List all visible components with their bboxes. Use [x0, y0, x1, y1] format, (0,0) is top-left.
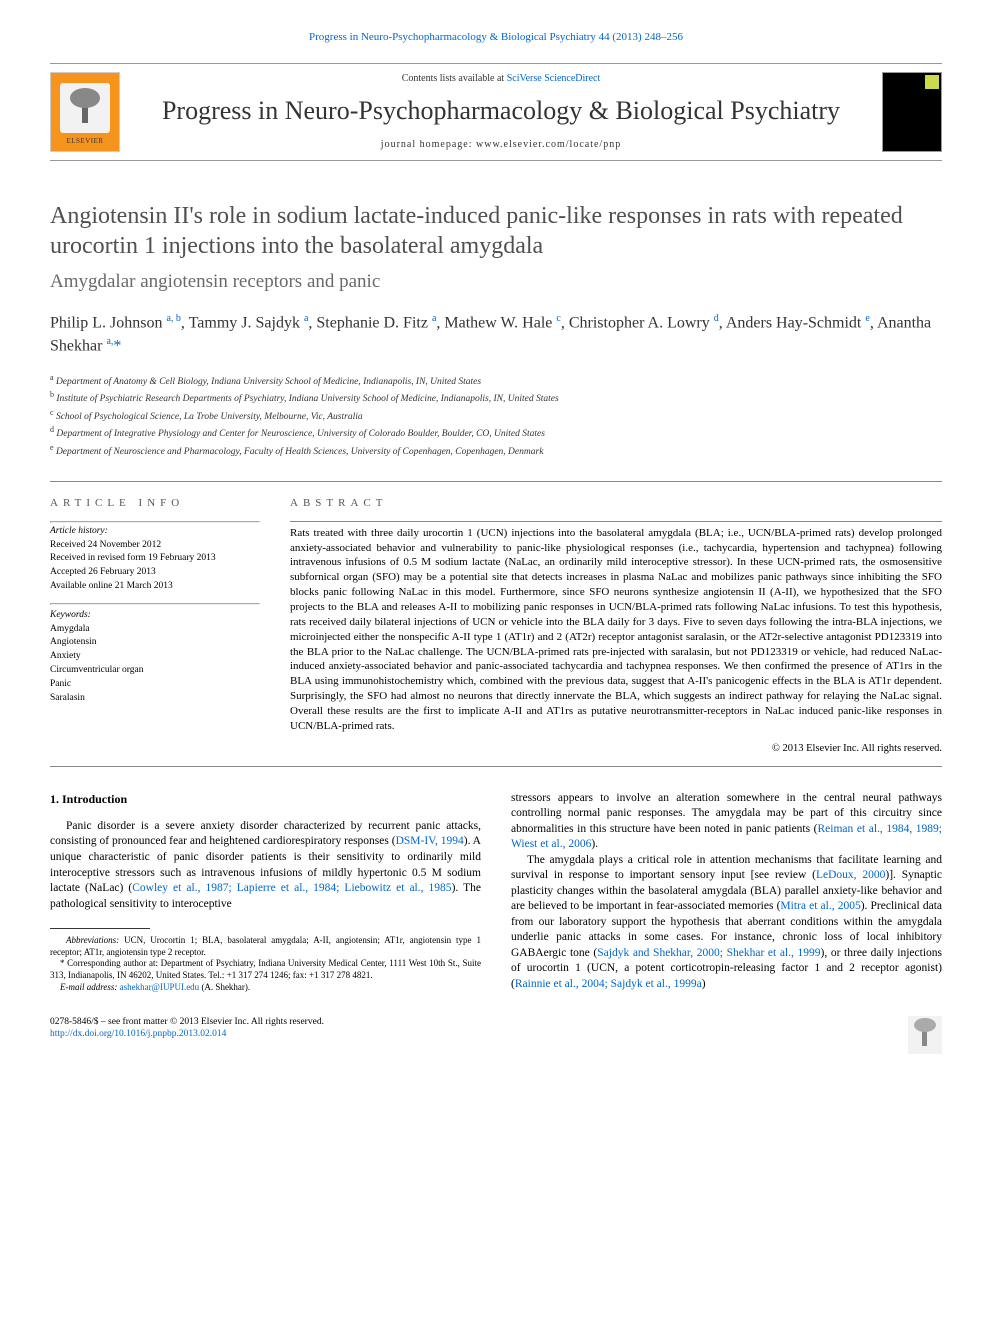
elsevier-tree-icon	[60, 83, 110, 133]
abstract-copyright: © 2013 Elsevier Inc. All rights reserved…	[290, 742, 942, 756]
abbreviations-footnote: Abbreviations: UCN, Urocortin 1; BLA, ba…	[50, 935, 481, 958]
journal-homepage: journal homepage: www.elsevier.com/locat…	[135, 138, 867, 152]
intro-paragraph-1-cont: stressors appears to involve an alterati…	[511, 791, 942, 853]
keyword-2: Angiotensin	[50, 636, 260, 649]
contents-lists-line: Contents lists available at SciVerse Sci…	[135, 72, 867, 86]
body-column-right: stressors appears to involve an alterati…	[511, 791, 942, 994]
keyword-3: Anxiety	[50, 650, 260, 663]
contents-prefix: Contents lists available at	[402, 73, 507, 84]
affiliation-a: a Department of Anatomy & Cell Biology, …	[50, 372, 942, 389]
keyword-4: Circumventricular organ	[50, 664, 260, 677]
intro-paragraph-1: Panic disorder is a severe anxiety disor…	[50, 819, 481, 912]
footnotes: Abbreviations: UCN, Urocortin 1; BLA, ba…	[50, 935, 481, 993]
corresponding-author-footnote: * Corresponding author at: Department of…	[50, 958, 481, 981]
author-list: Philip L. Johnson a, b, Tammy J. Sajdyk …	[50, 312, 942, 357]
affiliation-c: c School of Psychological Science, La Tr…	[50, 407, 942, 424]
body-column-left: 1. Introduction Panic disorder is a seve…	[50, 791, 481, 994]
keyword-6: Saralasin	[50, 692, 260, 705]
keywords-label: Keywords:	[50, 609, 260, 622]
section-rule-2	[50, 766, 942, 767]
affiliation-e: e Department of Neuroscience and Pharmac…	[50, 442, 942, 459]
intro-paragraph-2: The amygdala plays a critical role in at…	[511, 853, 942, 993]
affiliation-b: b Institute of Psychiatric Research Depa…	[50, 389, 942, 406]
article-subtitle: Amygdalar angiotensin receptors and pani…	[50, 269, 942, 295]
footer-left: 0278-5846/$ – see front matter © 2013 El…	[50, 1016, 324, 1054]
corresponding-email[interactable]: ashekhar@IUPUI.edu	[117, 982, 199, 992]
abstract-block: ABSTRACT Rats treated with three daily u…	[290, 496, 942, 756]
article-info-heading: ARTICLE INFO	[50, 496, 260, 511]
journal-cover-thumbnail	[882, 72, 942, 152]
affiliations: a Department of Anatomy & Cell Biology, …	[50, 372, 942, 459]
affiliation-d: d Department of Integrative Physiology a…	[50, 424, 942, 441]
page-footer: 0278-5846/$ – see front matter © 2013 El…	[50, 1016, 942, 1054]
homepage-label: journal homepage:	[381, 139, 476, 150]
abstract-rule	[290, 521, 942, 522]
journal-name: Progress in Neuro-Psychopharmacology & B…	[135, 96, 867, 126]
history-received: Received 24 November 2012	[50, 539, 260, 552]
footnote-rule	[50, 928, 150, 929]
history-online: Available online 21 March 2013	[50, 580, 260, 593]
masthead-center: Contents lists available at SciVerse Sci…	[120, 72, 882, 151]
running-head: Progress in Neuro-Psychopharmacology & B…	[50, 30, 942, 45]
article-title: Angiotensin II's role in sodium lactate-…	[50, 201, 942, 261]
keywords-block: Keywords: Amygdala Angiotensin Anxiety C…	[50, 609, 260, 705]
keyword-5: Panic	[50, 678, 260, 691]
elsevier-mini-logo	[908, 1016, 942, 1054]
info-rule	[50, 521, 260, 523]
abstract-heading: ABSTRACT	[290, 496, 942, 511]
abstract-text: Rats treated with three daily urocortin …	[290, 526, 942, 734]
history-label: Article history:	[50, 525, 260, 538]
front-matter-line: 0278-5846/$ – see front matter © 2013 El…	[50, 1016, 324, 1029]
elsevier-logo: ELSEVIER	[50, 72, 120, 152]
history-accepted: Accepted 26 February 2013	[50, 566, 260, 579]
doi-link[interactable]: http://dx.doi.org/10.1016/j.pnpbp.2013.0…	[50, 1029, 226, 1039]
email-footnote: E-mail address: ashekhar@IUPUI.edu (A. S…	[50, 982, 481, 994]
sciencedirect-link[interactable]: SciVerse ScienceDirect	[507, 73, 601, 84]
article-info-block: ARTICLE INFO Article history: Received 2…	[50, 496, 260, 756]
journal-masthead: ELSEVIER Contents lists available at Sci…	[50, 63, 942, 161]
homepage-url[interactable]: www.elsevier.com/locate/pnp	[476, 139, 621, 150]
history-revised: Received in revised form 19 February 201…	[50, 552, 260, 565]
info-rule-2	[50, 603, 260, 605]
intro-heading: 1. Introduction	[50, 791, 481, 807]
keyword-1: Amygdala	[50, 623, 260, 636]
article-history: Article history: Received 24 November 20…	[50, 525, 260, 593]
elsevier-wordmark: ELSEVIER	[66, 137, 103, 146]
